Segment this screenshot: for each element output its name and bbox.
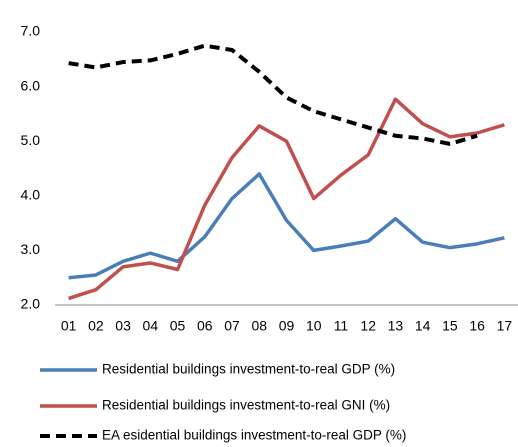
x-tick-label: 15 [442, 318, 458, 334]
x-tick-label: 14 [415, 318, 431, 334]
x-tick-label: 17 [497, 318, 513, 334]
legend-label: Residential buildings investment-to-real… [102, 398, 390, 413]
x-tick-label: 05 [170, 318, 186, 334]
legend-label: Residential buildings investment-to-real… [102, 362, 395, 377]
x-tick-label: 10 [306, 318, 322, 334]
y-tick-label: 6.0 [21, 77, 41, 93]
x-tick-label: 12 [360, 318, 376, 334]
x-tick-label: 11 [334, 318, 349, 334]
series-line [68, 172, 505, 280]
x-tick-label: 03 [115, 318, 131, 334]
x-tick-label: 01 [61, 318, 77, 334]
y-tick-label: 3.0 [21, 241, 41, 257]
x-tick-label: 07 [224, 318, 240, 334]
y-tick-label: 2.0 [21, 296, 41, 312]
series-line [68, 43, 478, 146]
y-tick-label: 7.0 [21, 23, 41, 39]
series-line [68, 97, 505, 301]
x-tick-label: 09 [279, 318, 295, 334]
x-tick-label: 13 [388, 318, 404, 334]
x-tick-label: 04 [143, 318, 159, 334]
x-tick-label: 08 [251, 318, 267, 334]
x-tick-label: 16 [469, 318, 485, 334]
y-tick-label: 4.0 [21, 187, 41, 203]
x-tick-label: 02 [88, 318, 104, 334]
x-tick-label: 06 [197, 318, 213, 334]
legend-label: EA esidential buildings investment-to-re… [102, 428, 406, 443]
y-tick-label: 5.0 [21, 132, 41, 148]
